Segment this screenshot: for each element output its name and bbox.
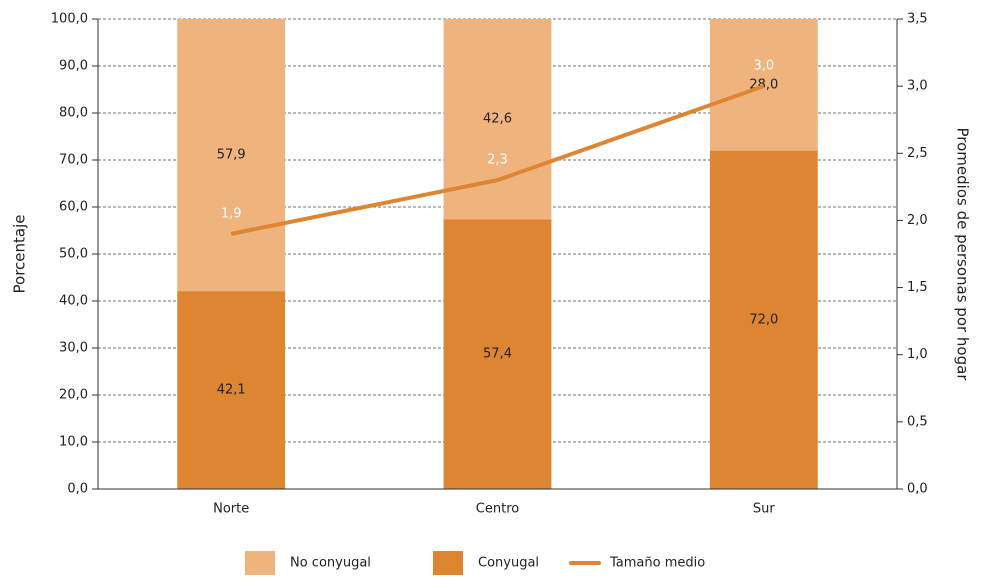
y2-tick-label: 3,0 — [907, 79, 928, 94]
bar-segment — [177, 19, 286, 292]
data-label: 42,6 — [483, 112, 512, 127]
bar-segment — [709, 19, 818, 151]
y-axis-title: Porcentaje — [11, 215, 29, 294]
legend-label: Conyugal — [478, 556, 539, 571]
y-tick-label: 20,0 — [59, 388, 88, 403]
x-tick-label: Centro — [476, 502, 519, 517]
y-tick-label: 80,0 — [59, 106, 88, 121]
y2-axis-title: Promedios de personas por hogar — [954, 128, 972, 382]
data-label: 57,4 — [483, 347, 512, 362]
y-tick-label: 90,0 — [59, 59, 88, 74]
y-tick-label: 30,0 — [59, 341, 88, 356]
legend-swatch — [245, 551, 275, 575]
y-tick-label: 0,0 — [67, 482, 88, 497]
x-tick-label: Sur — [753, 502, 775, 517]
y-tick-label: 50,0 — [59, 247, 88, 262]
legend-label: No conyugal — [290, 556, 371, 571]
y-tick-label: 70,0 — [59, 153, 88, 168]
y2-tick-label: 1,0 — [907, 347, 928, 362]
y2-tick-label: 3,5 — [907, 12, 928, 27]
y2-tick-label: 2,0 — [907, 213, 928, 228]
y2-tick-label: 0,5 — [907, 414, 928, 429]
y-tick-label: 40,0 — [59, 294, 88, 309]
data-label: 57,9 — [217, 148, 246, 163]
data-label: 72,0 — [749, 312, 778, 327]
line-label: 1,9 — [221, 206, 242, 221]
line-label: 3,0 — [753, 59, 774, 74]
y2-tick-label: 1,5 — [907, 280, 928, 295]
bar-segment — [443, 219, 552, 489]
y-tick-label: 60,0 — [59, 200, 88, 215]
data-label: 42,1 — [217, 383, 246, 398]
y2-tick-label: 0,0 — [907, 482, 928, 497]
line-label: 2,3 — [487, 153, 508, 168]
y2-tick-label: 2,5 — [907, 146, 928, 161]
legend-label: Tamaño medio — [609, 556, 705, 571]
bar-segment — [177, 291, 286, 489]
line — [230, 84, 765, 236]
y-tick-label: 100,0 — [51, 12, 88, 27]
legend-swatch — [433, 551, 463, 575]
x-tick-label: Norte — [213, 502, 249, 517]
y-tick-label: 10,0 — [59, 435, 88, 450]
bar-segment — [709, 150, 818, 489]
